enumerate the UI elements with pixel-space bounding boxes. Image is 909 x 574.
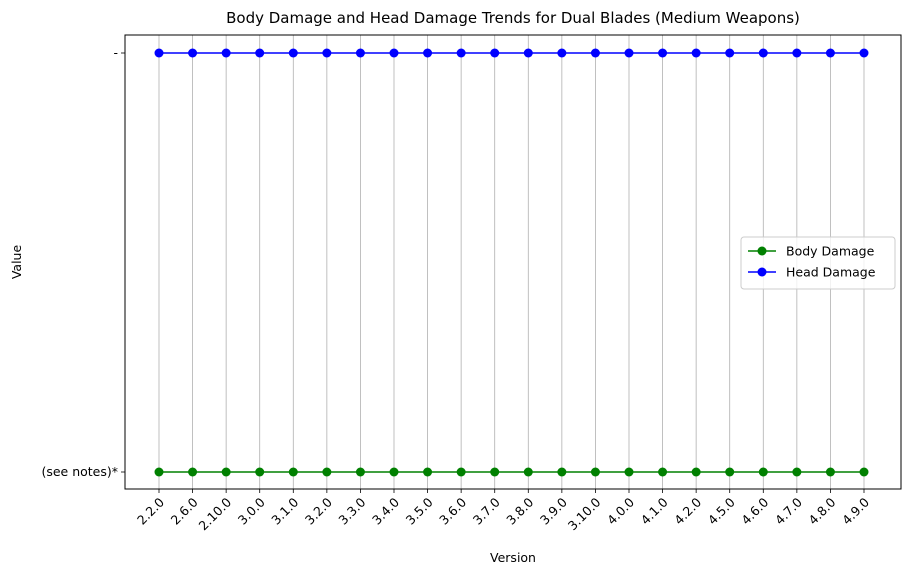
x-axis-label: Version — [490, 550, 536, 565]
legend-box — [740, 236, 896, 290]
data-point — [725, 467, 735, 477]
y-axis-label: Value — [9, 245, 24, 280]
data-point — [590, 48, 600, 58]
legend-marker — [757, 246, 767, 256]
data-point — [389, 467, 399, 477]
data-point — [825, 48, 835, 58]
data-point — [490, 467, 500, 477]
x-tick-label: 4.5.0 — [705, 494, 738, 527]
plot-frame — [124, 34, 902, 490]
series-head-damage — [154, 48, 869, 58]
data-point — [523, 48, 533, 58]
legend: Body Damage Head Damage — [740, 236, 896, 290]
data-point — [188, 467, 198, 477]
x-tick-label: 3.2.0 — [302, 494, 335, 527]
x-tick-label: 4.0.0 — [604, 494, 637, 527]
x-tick-label: 3.3.0 — [335, 494, 368, 527]
data-point — [188, 48, 198, 58]
x-tick-label: 3.7.0 — [470, 494, 503, 527]
x-tick-label: 3.5.0 — [403, 494, 436, 527]
data-point — [355, 467, 365, 477]
x-tick-label: 2.2.0 — [134, 494, 167, 527]
data-point — [725, 48, 735, 58]
data-point — [423, 48, 433, 58]
data-point — [288, 467, 298, 477]
data-point — [758, 48, 768, 58]
data-point — [825, 467, 835, 477]
x-tick-label: 3.4.0 — [369, 494, 402, 527]
chart-title: Body Damage and Head Damage Trends for D… — [226, 9, 800, 27]
data-point — [792, 48, 802, 58]
x-tick-label: 3.0.0 — [235, 494, 268, 527]
data-point — [523, 467, 533, 477]
x-tick-label: 4.8.0 — [805, 494, 838, 527]
x-tick-label: 3.1.0 — [268, 494, 301, 527]
legend-marker — [757, 267, 767, 277]
series-layer — [154, 48, 869, 477]
data-point — [691, 48, 701, 58]
data-point — [389, 48, 399, 58]
x-tick-label: 3.8.0 — [503, 494, 536, 527]
data-point — [255, 467, 265, 477]
data-point — [255, 48, 265, 58]
y-tick-label: (see notes)* — [41, 464, 118, 479]
data-point — [221, 467, 231, 477]
data-point — [154, 48, 164, 58]
x-tick-label: 4.7.0 — [772, 494, 805, 527]
legend-label: Head Damage — [786, 265, 876, 280]
data-point — [658, 467, 668, 477]
data-point — [624, 467, 634, 477]
data-point — [590, 467, 600, 477]
data-point — [557, 48, 567, 58]
legend-label: Body Damage — [786, 244, 875, 259]
data-point — [557, 467, 567, 477]
data-point — [490, 48, 500, 58]
x-tick-label: 4.9.0 — [839, 494, 872, 527]
data-point — [691, 467, 701, 477]
data-point — [154, 467, 164, 477]
data-point — [423, 467, 433, 477]
data-point — [322, 48, 332, 58]
data-point — [624, 48, 634, 58]
data-point — [288, 48, 298, 58]
x-tick-label: 4.6.0 — [738, 494, 771, 527]
y-axis: (see notes)* - — [41, 45, 125, 479]
data-point — [859, 467, 869, 477]
series-body-damage — [154, 467, 869, 477]
x-tick-label: 3.6.0 — [436, 494, 469, 527]
data-point — [792, 467, 802, 477]
grid-lines — [158, 35, 865, 489]
x-axis: 2.2.0 2.6.02.10.0 3.0.0 3.1.0 3.2.0 3.3.0 3.4.… — [134, 489, 872, 533]
x-tick-label: 4.2.0 — [671, 494, 704, 527]
data-point — [456, 467, 466, 477]
x-tick-label: 3.10.0 — [565, 494, 604, 533]
data-point — [758, 467, 768, 477]
data-point — [355, 48, 365, 58]
data-point — [221, 48, 231, 58]
x-tick-label: 2.10.0 — [196, 494, 235, 533]
data-point — [859, 48, 869, 58]
x-tick-label: 4.1.0 — [638, 494, 671, 527]
data-point — [322, 467, 332, 477]
data-point — [456, 48, 466, 58]
data-point — [658, 48, 668, 58]
y-tick-label: - — [113, 45, 118, 60]
